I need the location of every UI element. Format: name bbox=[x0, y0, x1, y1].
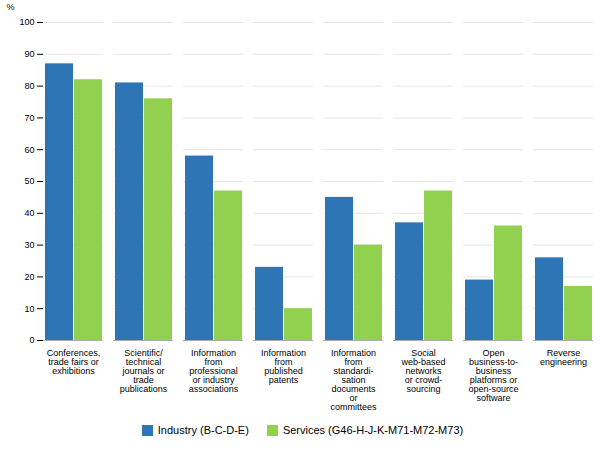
svg-text:Socialweb-basednetworksor crow: Socialweb-basednetworksor crowd-sourcing bbox=[400, 348, 445, 394]
html-text:Industry (B-C-D-E): Industry (B-C-D-E) bbox=[157, 424, 249, 436]
svg-text:Informationfromprofessionalor: Informationfromprofessionalor industryas… bbox=[189, 348, 239, 394]
svg-text:Scientific/technicaljournals o: Scientific/technicaljournals ortradepubl… bbox=[120, 348, 168, 394]
svg-text:Openbusiness-to-businessplatfo: Openbusiness-to-businessplatforms oropen… bbox=[468, 348, 518, 403]
svg-text:50: 50 bbox=[24, 176, 34, 186]
svg-text:100: 100 bbox=[19, 17, 34, 27]
svg-text:30: 30 bbox=[24, 240, 34, 250]
svg-text:40: 40 bbox=[24, 208, 34, 218]
svg-text:Informationfromstandardi-satio: Informationfromstandardi-sationdocuments… bbox=[330, 348, 377, 412]
svg-text:20: 20 bbox=[24, 272, 34, 282]
svg-text:10: 10 bbox=[24, 304, 34, 314]
svg-text:Conferences,trade fairs orexhi: Conferences,trade fairs orexhibitions bbox=[47, 348, 101, 376]
html-text:Services (G46-H-J-K-M71-M72-M7: Services (G46-H-J-K-M71-M72-M73) bbox=[282, 424, 464, 436]
svg-text:Reverseengineering: Reverseengineering bbox=[540, 348, 587, 367]
svg-text:Informationfrompublishedpatent: Informationfrompublishedpatents bbox=[261, 348, 306, 385]
svg-text:70: 70 bbox=[24, 113, 34, 123]
svg-text:%: % bbox=[7, 2, 15, 12]
svg-text:90: 90 bbox=[24, 49, 34, 59]
svg-text:80: 80 bbox=[24, 81, 34, 91]
svg-text:60: 60 bbox=[24, 145, 34, 155]
svg-text:0: 0 bbox=[29, 335, 34, 345]
